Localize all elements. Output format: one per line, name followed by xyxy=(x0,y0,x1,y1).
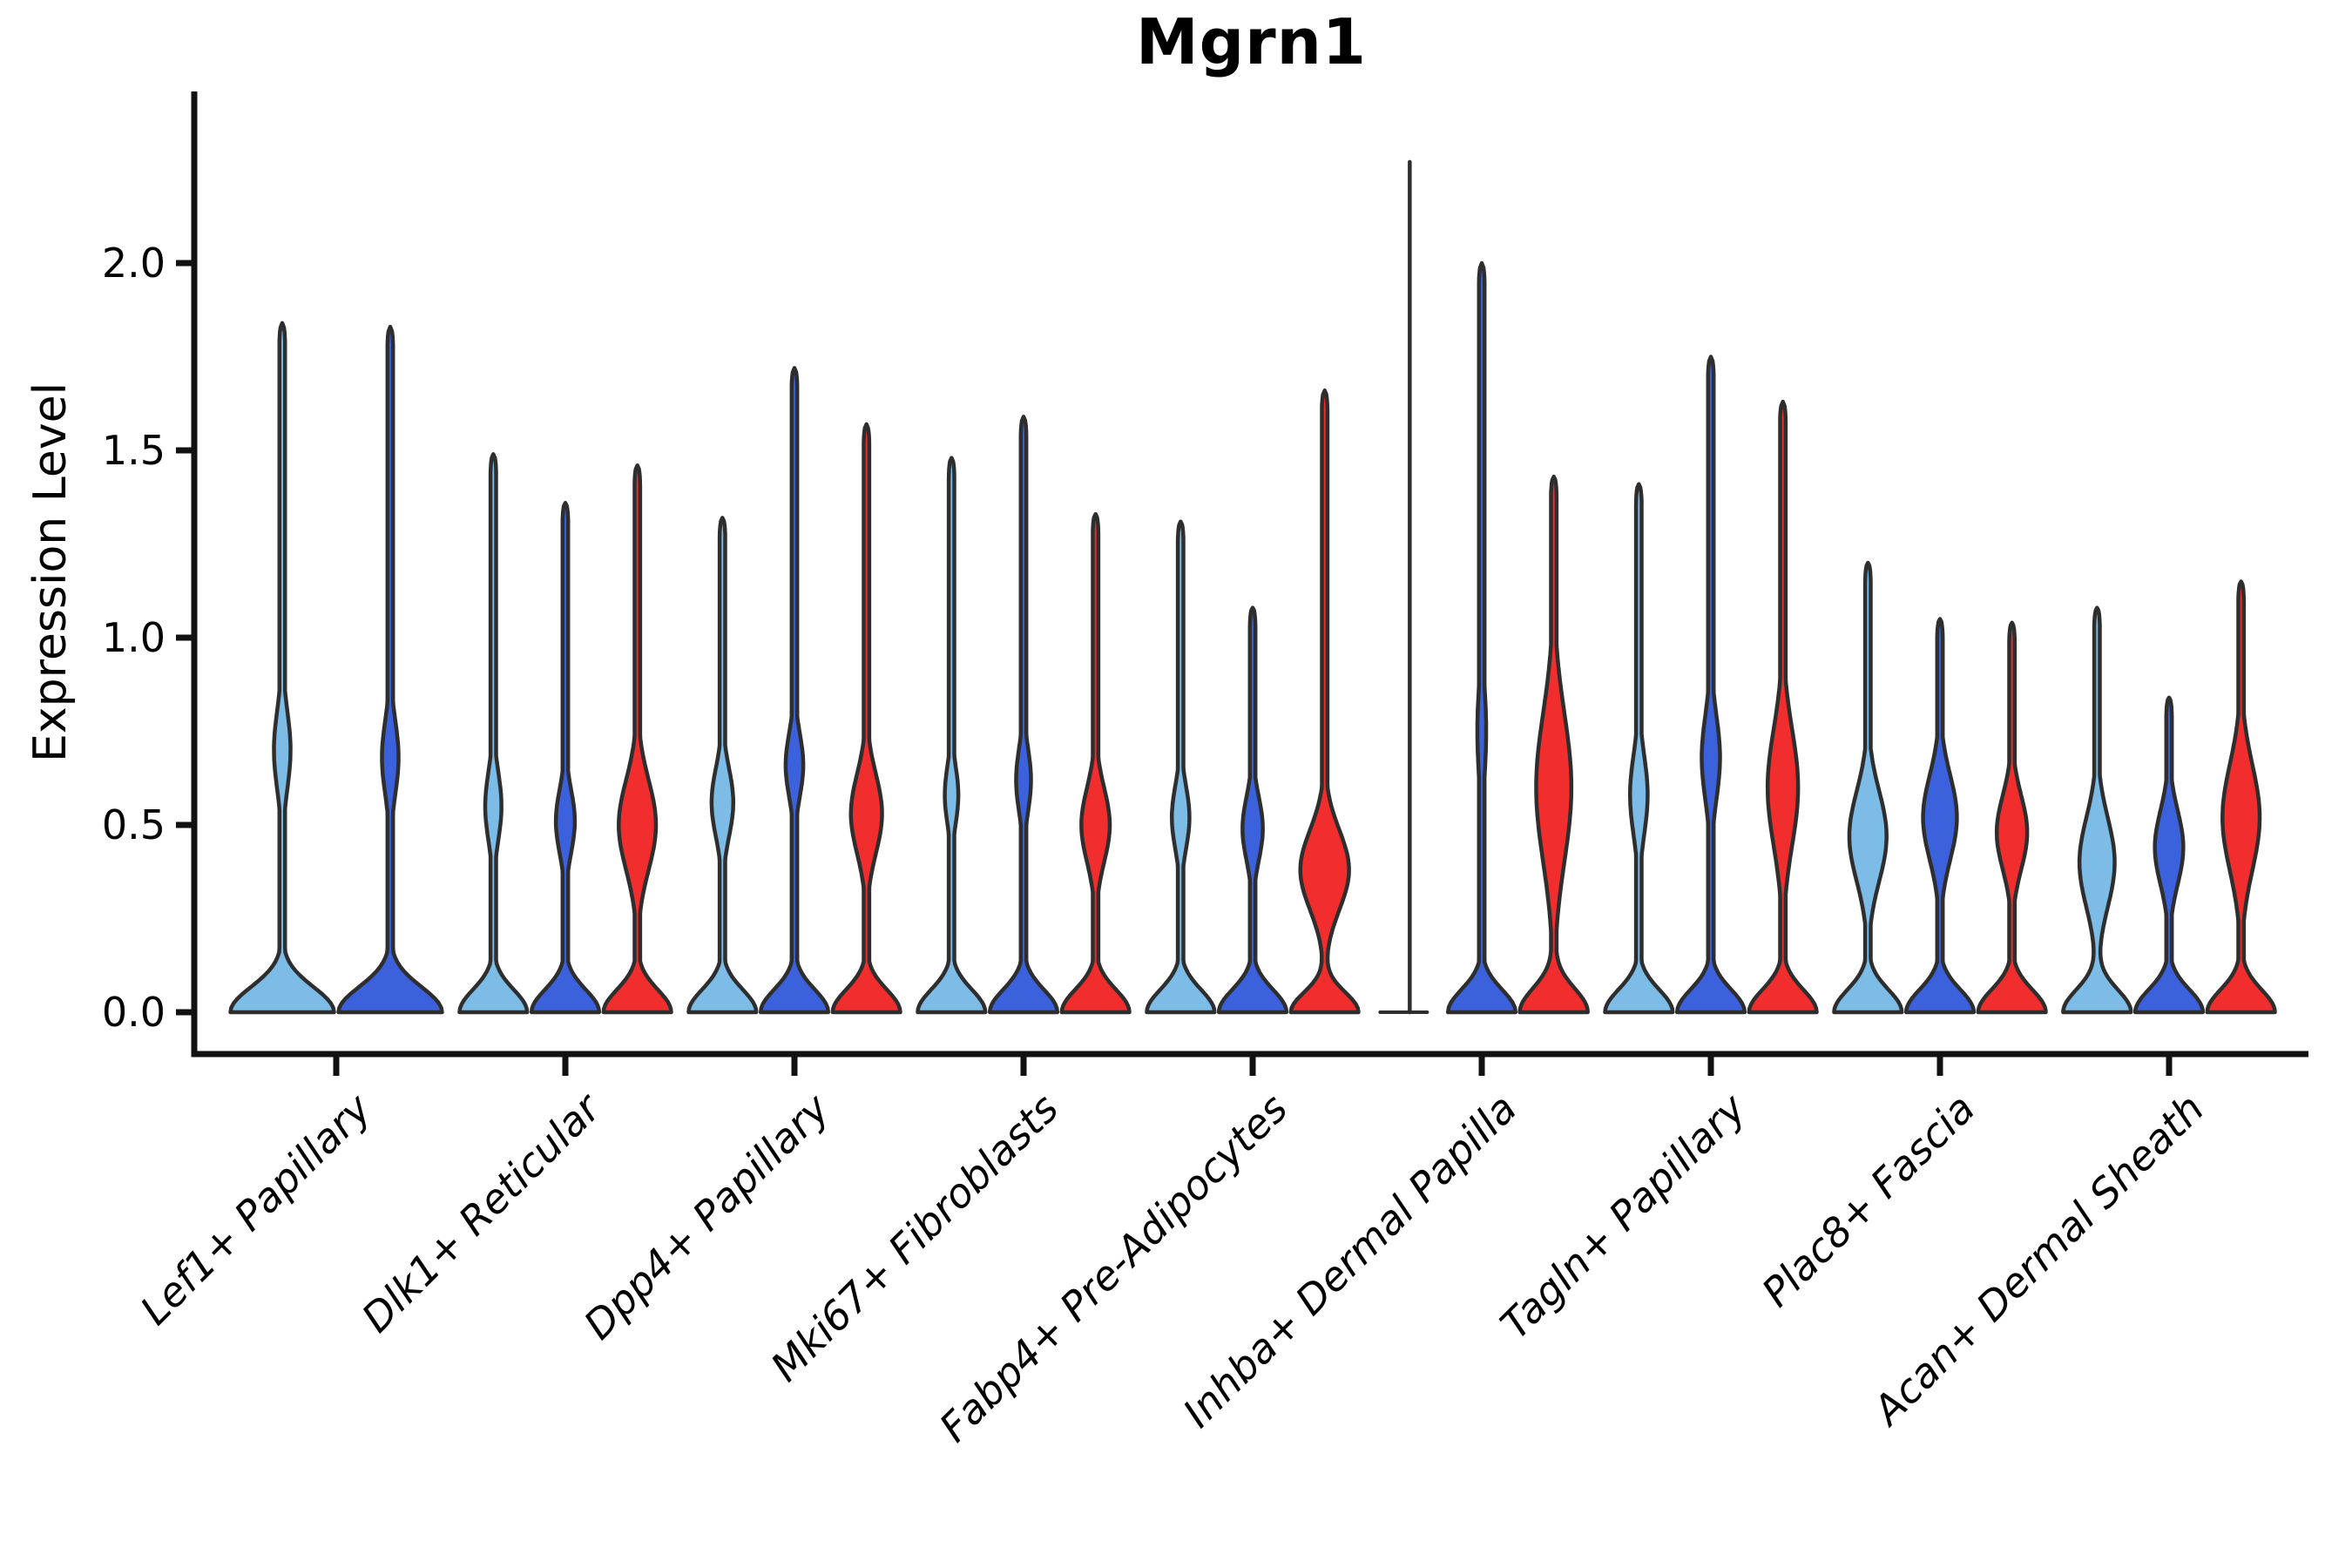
violin-5-light_blue xyxy=(1145,519,1217,1015)
violin-3-light_blue xyxy=(686,516,759,1015)
y-tick-label-1.0: 1.0 xyxy=(101,614,166,661)
violin-2-light_blue xyxy=(457,452,530,1015)
violin-9-light_blue xyxy=(2061,605,2133,1015)
violin-2-red xyxy=(601,463,673,1015)
violin-2-dark_blue xyxy=(529,500,602,1015)
y-tick-label-0.5: 0.5 xyxy=(101,801,166,848)
violin-5-red xyxy=(1288,388,1361,1015)
violin-8-light_blue xyxy=(1832,560,1904,1015)
y-tick-label-1.5: 1.5 xyxy=(101,427,166,474)
violin-4-light_blue xyxy=(916,456,988,1015)
violin-7-light_blue xyxy=(1603,482,1675,1015)
violin-8-red xyxy=(1976,620,2048,1015)
y-tick-label-0.0: 0.0 xyxy=(101,989,166,1036)
violin-8-dark_blue xyxy=(1903,617,1977,1015)
violin-4-dark_blue xyxy=(987,415,1060,1015)
violin-7-dark_blue xyxy=(1674,355,1747,1015)
violin-7-red xyxy=(1747,399,1819,1015)
violin-1-dark_blue xyxy=(336,324,444,1015)
chart-title: Mgrn1 xyxy=(1135,5,1368,78)
violin-9-dark_blue xyxy=(2132,695,2206,1015)
y-tick-label-2.0: 2.0 xyxy=(101,240,166,287)
violin-9-red xyxy=(2205,579,2277,1015)
violin-6-red xyxy=(1517,474,1590,1015)
violin-1-light_blue xyxy=(228,321,336,1015)
violin-4-red xyxy=(1059,511,1132,1015)
violin-5-dark_blue xyxy=(1216,605,1289,1015)
violin-6-dark_blue xyxy=(1445,260,1518,1015)
violin-3-dark_blue xyxy=(758,366,831,1015)
violin-3-red xyxy=(830,422,902,1015)
